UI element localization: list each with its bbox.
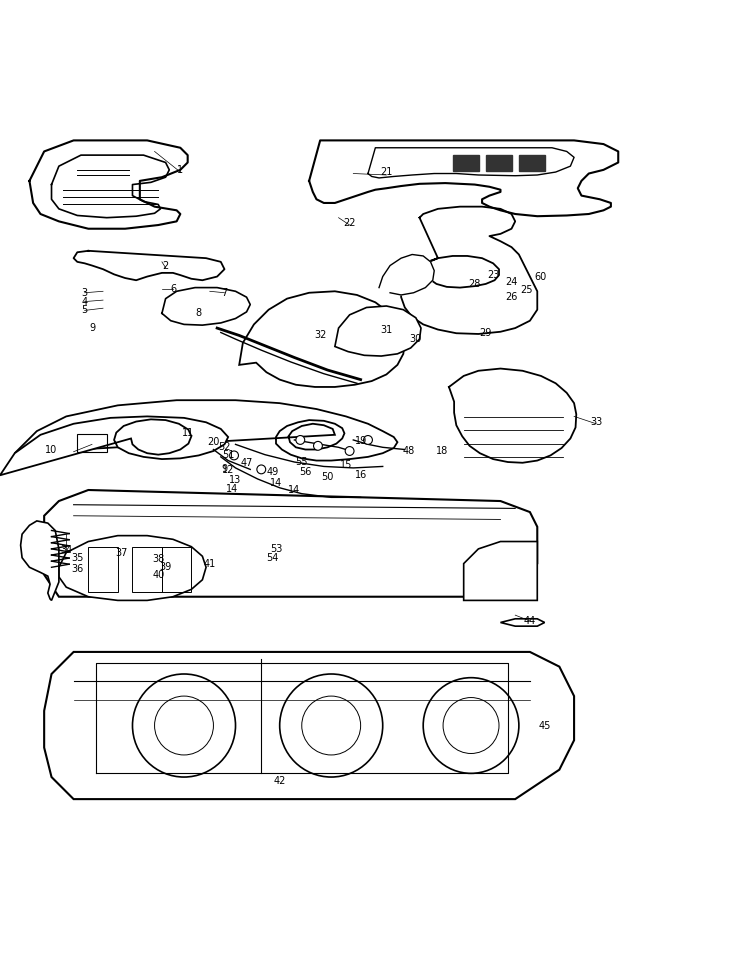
Text: 13: 13 bbox=[230, 474, 241, 485]
Text: 14: 14 bbox=[226, 483, 238, 494]
Bar bbox=[88, 548, 118, 592]
Text: 44: 44 bbox=[524, 616, 536, 626]
Text: 39: 39 bbox=[160, 563, 171, 572]
Circle shape bbox=[296, 435, 305, 444]
Polygon shape bbox=[44, 490, 537, 597]
Text: 34: 34 bbox=[60, 545, 72, 556]
Text: 42: 42 bbox=[274, 776, 286, 786]
Text: 12: 12 bbox=[222, 466, 234, 475]
Text: 48: 48 bbox=[403, 446, 414, 456]
Circle shape bbox=[257, 465, 266, 473]
Text: 29: 29 bbox=[480, 328, 492, 338]
Text: 45: 45 bbox=[539, 720, 551, 730]
Text: 4: 4 bbox=[82, 297, 88, 307]
Text: 21: 21 bbox=[381, 167, 392, 177]
Text: 8: 8 bbox=[196, 309, 202, 318]
Polygon shape bbox=[21, 521, 59, 601]
Text: 6: 6 bbox=[170, 284, 176, 294]
Polygon shape bbox=[500, 618, 545, 626]
Text: 38: 38 bbox=[152, 554, 164, 564]
Text: 15: 15 bbox=[340, 460, 352, 470]
Text: 50: 50 bbox=[322, 472, 333, 482]
Polygon shape bbox=[59, 536, 206, 601]
Polygon shape bbox=[401, 207, 537, 334]
Text: 20: 20 bbox=[208, 437, 219, 447]
Text: 14: 14 bbox=[270, 477, 282, 488]
Text: 10: 10 bbox=[46, 445, 57, 455]
Text: 19: 19 bbox=[355, 436, 367, 446]
Text: 32: 32 bbox=[314, 330, 326, 340]
Bar bbox=[519, 155, 545, 172]
Polygon shape bbox=[309, 140, 618, 217]
Text: 18: 18 bbox=[436, 446, 447, 456]
Circle shape bbox=[364, 435, 372, 444]
Text: 53: 53 bbox=[270, 544, 282, 554]
Text: 60: 60 bbox=[535, 271, 547, 281]
Text: 33: 33 bbox=[590, 417, 602, 427]
Text: 26: 26 bbox=[506, 292, 517, 302]
Text: 5: 5 bbox=[82, 306, 88, 316]
Text: 30: 30 bbox=[410, 334, 422, 344]
Polygon shape bbox=[15, 400, 397, 461]
Text: 51: 51 bbox=[222, 450, 234, 460]
Text: 52: 52 bbox=[219, 442, 230, 453]
Text: 28: 28 bbox=[469, 279, 481, 289]
Text: 24: 24 bbox=[506, 277, 517, 287]
Circle shape bbox=[314, 441, 322, 450]
Text: 37: 37 bbox=[116, 548, 127, 558]
Polygon shape bbox=[44, 652, 574, 799]
Text: 9: 9 bbox=[89, 323, 95, 333]
Text: 25: 25 bbox=[520, 285, 532, 295]
Text: 54: 54 bbox=[266, 554, 278, 563]
Text: 40: 40 bbox=[152, 570, 164, 580]
Polygon shape bbox=[0, 416, 228, 475]
Text: 41: 41 bbox=[204, 559, 216, 568]
Circle shape bbox=[345, 447, 354, 456]
Text: 47: 47 bbox=[241, 458, 252, 467]
Text: 9: 9 bbox=[222, 464, 227, 473]
Bar bbox=[486, 155, 512, 172]
Text: 36: 36 bbox=[71, 564, 83, 573]
Text: 22: 22 bbox=[344, 218, 355, 227]
Text: 1: 1 bbox=[177, 165, 183, 174]
Polygon shape bbox=[449, 368, 576, 463]
Text: 7: 7 bbox=[222, 288, 227, 298]
Text: 23: 23 bbox=[487, 270, 499, 280]
Polygon shape bbox=[379, 255, 434, 295]
Bar bbox=[162, 548, 191, 592]
Polygon shape bbox=[335, 306, 421, 356]
Text: 31: 31 bbox=[381, 324, 392, 334]
Bar bbox=[77, 434, 107, 453]
Polygon shape bbox=[74, 251, 224, 280]
Text: 2: 2 bbox=[163, 261, 169, 270]
Bar bbox=[453, 155, 479, 172]
Text: 55: 55 bbox=[296, 457, 308, 467]
Text: 49: 49 bbox=[266, 467, 278, 477]
Polygon shape bbox=[239, 291, 405, 387]
Text: 35: 35 bbox=[71, 553, 83, 563]
Text: 14: 14 bbox=[289, 485, 300, 495]
Text: 3: 3 bbox=[82, 288, 88, 298]
Circle shape bbox=[230, 451, 238, 460]
Polygon shape bbox=[162, 287, 250, 325]
Text: 56: 56 bbox=[300, 466, 311, 476]
Polygon shape bbox=[464, 542, 537, 601]
Text: 11: 11 bbox=[182, 428, 194, 438]
Polygon shape bbox=[29, 140, 188, 228]
Bar bbox=[132, 548, 162, 592]
Text: 16: 16 bbox=[355, 469, 367, 479]
